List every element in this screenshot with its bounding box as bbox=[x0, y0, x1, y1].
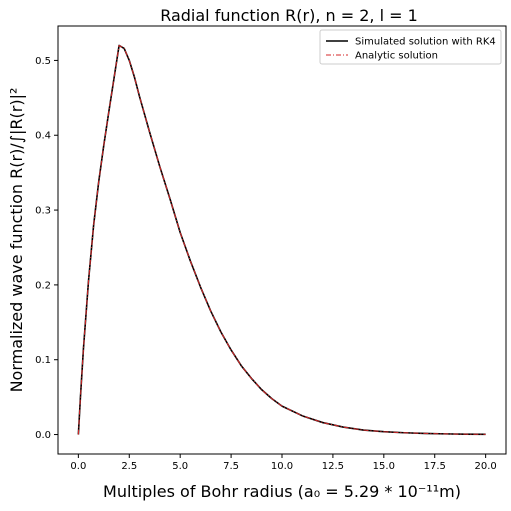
x-tick-label: 0.0 bbox=[70, 461, 86, 472]
x-tick-label: 12.5 bbox=[322, 461, 344, 472]
legend-label-rk4: Simulated solution with RK4 bbox=[355, 37, 496, 48]
y-tick-label: 0.4 bbox=[35, 131, 51, 142]
x-axis-label: Multiples of Bohr radius (a₀ = 5.29 * 10… bbox=[103, 482, 461, 501]
legend-label-analytic: Analytic solution bbox=[355, 51, 438, 62]
y-tick-label: 0.3 bbox=[35, 206, 51, 217]
x-tick-label: 7.5 bbox=[223, 461, 239, 472]
series-line-analytic bbox=[77, 44, 486, 435]
y-axis-ticks: 0.0 0.1 0.2 0.3 0.4 0.5 bbox=[35, 56, 58, 441]
y-tick-label: 0.5 bbox=[35, 56, 51, 67]
legend-box bbox=[319, 29, 502, 65]
y-tick-label: 0.2 bbox=[35, 280, 51, 291]
x-axis-ticks: 0.0 2.5 5.0 7.5 10.0 12.5 15.0 17.5 20.0 bbox=[70, 454, 497, 472]
x-tick-label: 2.5 bbox=[121, 461, 137, 472]
y-tick-label: 0.1 bbox=[35, 355, 51, 366]
x-tick-label: 17.5 bbox=[424, 461, 446, 472]
y-tick-label: 0.0 bbox=[35, 430, 51, 441]
chart-title: Radial function R(r), n = 2, l = 1 bbox=[160, 6, 418, 25]
x-tick-label: 15.0 bbox=[373, 461, 395, 472]
legend: Simulated solution with RK4 Analytic sol… bbox=[319, 29, 502, 65]
y-axis-label: Normalized wave function R(r)/∫|R(r)|² bbox=[7, 88, 26, 393]
x-tick-label: 5.0 bbox=[172, 461, 188, 472]
x-tick-label: 20.0 bbox=[475, 461, 497, 472]
x-tick-label: 10.0 bbox=[271, 461, 293, 472]
series-layer bbox=[77, 44, 486, 436]
